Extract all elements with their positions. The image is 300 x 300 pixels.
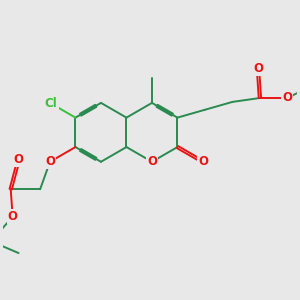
Text: O: O	[282, 92, 292, 104]
Text: O: O	[8, 210, 18, 223]
Text: O: O	[147, 155, 157, 168]
Text: O: O	[253, 62, 263, 75]
Text: O: O	[198, 155, 208, 168]
Text: O: O	[45, 155, 55, 168]
Text: O: O	[14, 153, 24, 166]
Text: Cl: Cl	[45, 97, 58, 110]
